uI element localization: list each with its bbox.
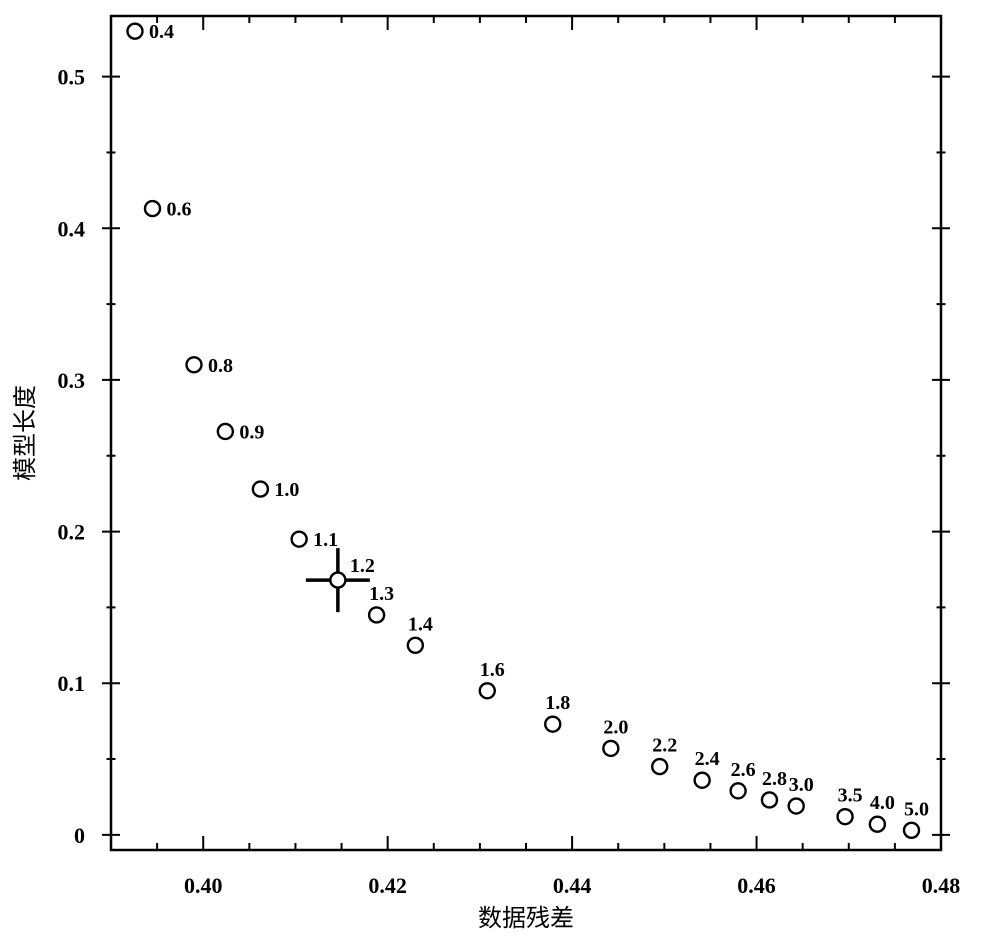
data-point-label: 2.4 bbox=[695, 748, 720, 770]
data-point-marker bbox=[868, 815, 887, 833]
data-point-label: 0.4 bbox=[149, 21, 174, 43]
data-point-marker bbox=[406, 636, 425, 654]
data-point-marker bbox=[787, 797, 805, 815]
y-tick-label: 0.1 bbox=[58, 671, 86, 696]
data-point-marker bbox=[693, 771, 711, 789]
x-tick-label: 0.48 bbox=[922, 873, 961, 898]
data-point-label: 3.5 bbox=[838, 785, 863, 807]
data-point-label: 1.2 bbox=[350, 555, 375, 577]
data-point-label: 1.0 bbox=[274, 479, 299, 501]
data-point-marker bbox=[367, 606, 386, 624]
data-point-marker bbox=[290, 530, 308, 548]
data-point-marker bbox=[544, 715, 562, 733]
data-point-marker bbox=[185, 356, 203, 374]
data-point-marker bbox=[478, 682, 496, 700]
data-point-marker bbox=[602, 739, 620, 758]
data-point-marker bbox=[651, 757, 669, 776]
data-point-label: 1.6 bbox=[480, 659, 505, 681]
data-point-marker bbox=[126, 22, 144, 40]
data-point-marker bbox=[329, 571, 347, 589]
axis-tick-labels: 0.40 0.42 0.44 0.46 0.48 0 0.1 0.2 0.3 0.4 0.5 bbox=[58, 65, 961, 898]
data-point-label: 2.6 bbox=[731, 759, 756, 781]
data-point-marker bbox=[251, 480, 270, 498]
y-tick-label: 0.4 bbox=[58, 216, 86, 241]
y-axis-label: 模型长度 bbox=[11, 385, 39, 481]
data-point-label: 5.0 bbox=[904, 798, 929, 820]
y-tick-label: 0.5 bbox=[58, 65, 86, 90]
data-point-label: 1.4 bbox=[408, 613, 433, 635]
data-point-label: 2.2 bbox=[652, 735, 677, 757]
x-tick-label: 0.46 bbox=[737, 873, 776, 898]
data-point-marker bbox=[836, 807, 854, 826]
data-point-label: 2.8 bbox=[762, 768, 787, 790]
x-axis-label: 数据残差 bbox=[478, 904, 574, 932]
data-point-marker bbox=[216, 422, 235, 441]
data-point-label: 3.0 bbox=[789, 774, 814, 796]
x-tick-label: 0.40 bbox=[184, 873, 223, 898]
plot-frame bbox=[109, 14, 943, 852]
data-point-label: 1.3 bbox=[369, 583, 394, 605]
data-point-label: 2.0 bbox=[603, 716, 628, 738]
data-point-marker bbox=[729, 782, 747, 800]
data-point-label: 0.9 bbox=[239, 421, 264, 443]
data-point-label: 0.6 bbox=[167, 199, 192, 221]
y-tick-label: 0 bbox=[74, 823, 85, 848]
data-point-marker bbox=[143, 199, 162, 218]
data-points: 0.4 0.6 0.8 0.9 1.0 1.1 1.2 1.3 1.4 1.6 1.8 2.0 2.2 2… bbox=[126, 21, 929, 839]
x-tick-label: 0.42 bbox=[368, 873, 407, 898]
data-point-label: 4.0 bbox=[870, 792, 895, 814]
x-tick-label: 0.44 bbox=[553, 873, 592, 898]
y-tick-label: 0.3 bbox=[58, 368, 86, 393]
data-point-label: 1.1 bbox=[313, 529, 338, 551]
axis-ticks bbox=[102, 16, 950, 850]
data-point-marker bbox=[760, 791, 779, 809]
data-point-label: 0.8 bbox=[208, 355, 233, 377]
y-tick-label: 0.2 bbox=[58, 520, 86, 545]
data-point-label: 1.8 bbox=[545, 692, 570, 714]
data-point-marker bbox=[902, 821, 921, 839]
